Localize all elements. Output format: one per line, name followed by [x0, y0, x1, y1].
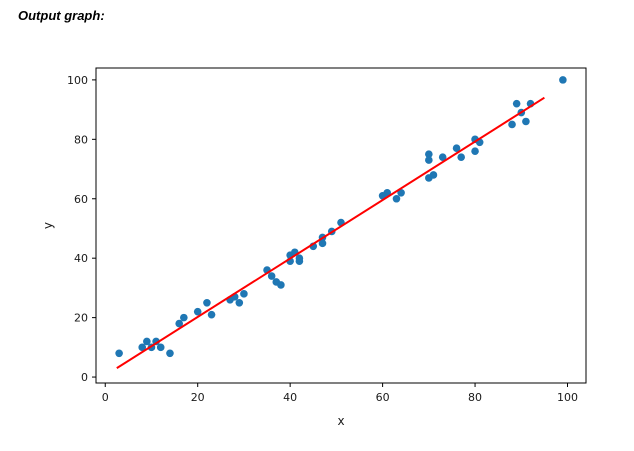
x-axis-label: x	[337, 414, 344, 428]
scatter-point	[508, 120, 516, 129]
scatter-point	[267, 272, 276, 280]
scatter-point	[438, 153, 447, 161]
x-tick-label: 0	[102, 391, 109, 404]
y-tick-label: 100	[67, 74, 88, 87]
y-tick-label: 40	[74, 252, 88, 265]
scatter-point	[471, 147, 479, 156]
scatter-point	[193, 307, 202, 316]
page-title: Output graph:	[18, 8, 105, 23]
scatter-point	[512, 99, 521, 108]
x-tick-label: 60	[376, 391, 390, 404]
scatter-point	[559, 76, 567, 84]
x-tick-label: 20	[191, 391, 205, 404]
scatter-point	[138, 343, 147, 352]
scatter-point	[277, 281, 285, 289]
scatter-point	[203, 298, 211, 307]
scatter-point	[115, 349, 123, 358]
scatter-point	[522, 117, 530, 126]
scatter-point	[425, 156, 433, 164]
figure-container: 0 20 40 60 80 100 0 20 40 60 80 100 x y	[36, 53, 616, 447]
y-tick-label: 20	[74, 312, 88, 325]
x-tick-label: 100	[557, 391, 578, 404]
scatter-point	[156, 343, 165, 352]
scatter-point	[143, 337, 151, 346]
scatter-point	[429, 171, 438, 179]
scatter-point	[295, 254, 304, 262]
y-axis-label: y	[41, 222, 55, 229]
x-tick-label: 40	[283, 391, 297, 404]
scatter-point	[235, 298, 244, 307]
scatter-point	[175, 319, 184, 328]
scatter-point	[152, 337, 160, 346]
scatter-point	[240, 290, 248, 298]
scatter-point	[452, 144, 461, 153]
scatter-point	[425, 150, 433, 158]
y-tick-label: 60	[74, 193, 88, 206]
y-tick-label: 0	[81, 371, 88, 384]
scatter-point	[397, 189, 405, 197]
scatter-point	[207, 310, 216, 319]
y-tick-label: 80	[74, 133, 88, 146]
scatter-plot: 0 20 40 60 80 100 0 20 40 60 80 100 x y	[41, 67, 587, 428]
scatter-point	[180, 313, 188, 322]
scatter-point	[166, 349, 174, 358]
scatter-point	[318, 239, 327, 248]
scatter-point	[383, 189, 392, 197]
scatter-point	[457, 153, 465, 161]
fit-line	[116, 96, 545, 369]
scatter-point	[392, 194, 401, 203]
x-tick-label: 80	[468, 391, 482, 404]
